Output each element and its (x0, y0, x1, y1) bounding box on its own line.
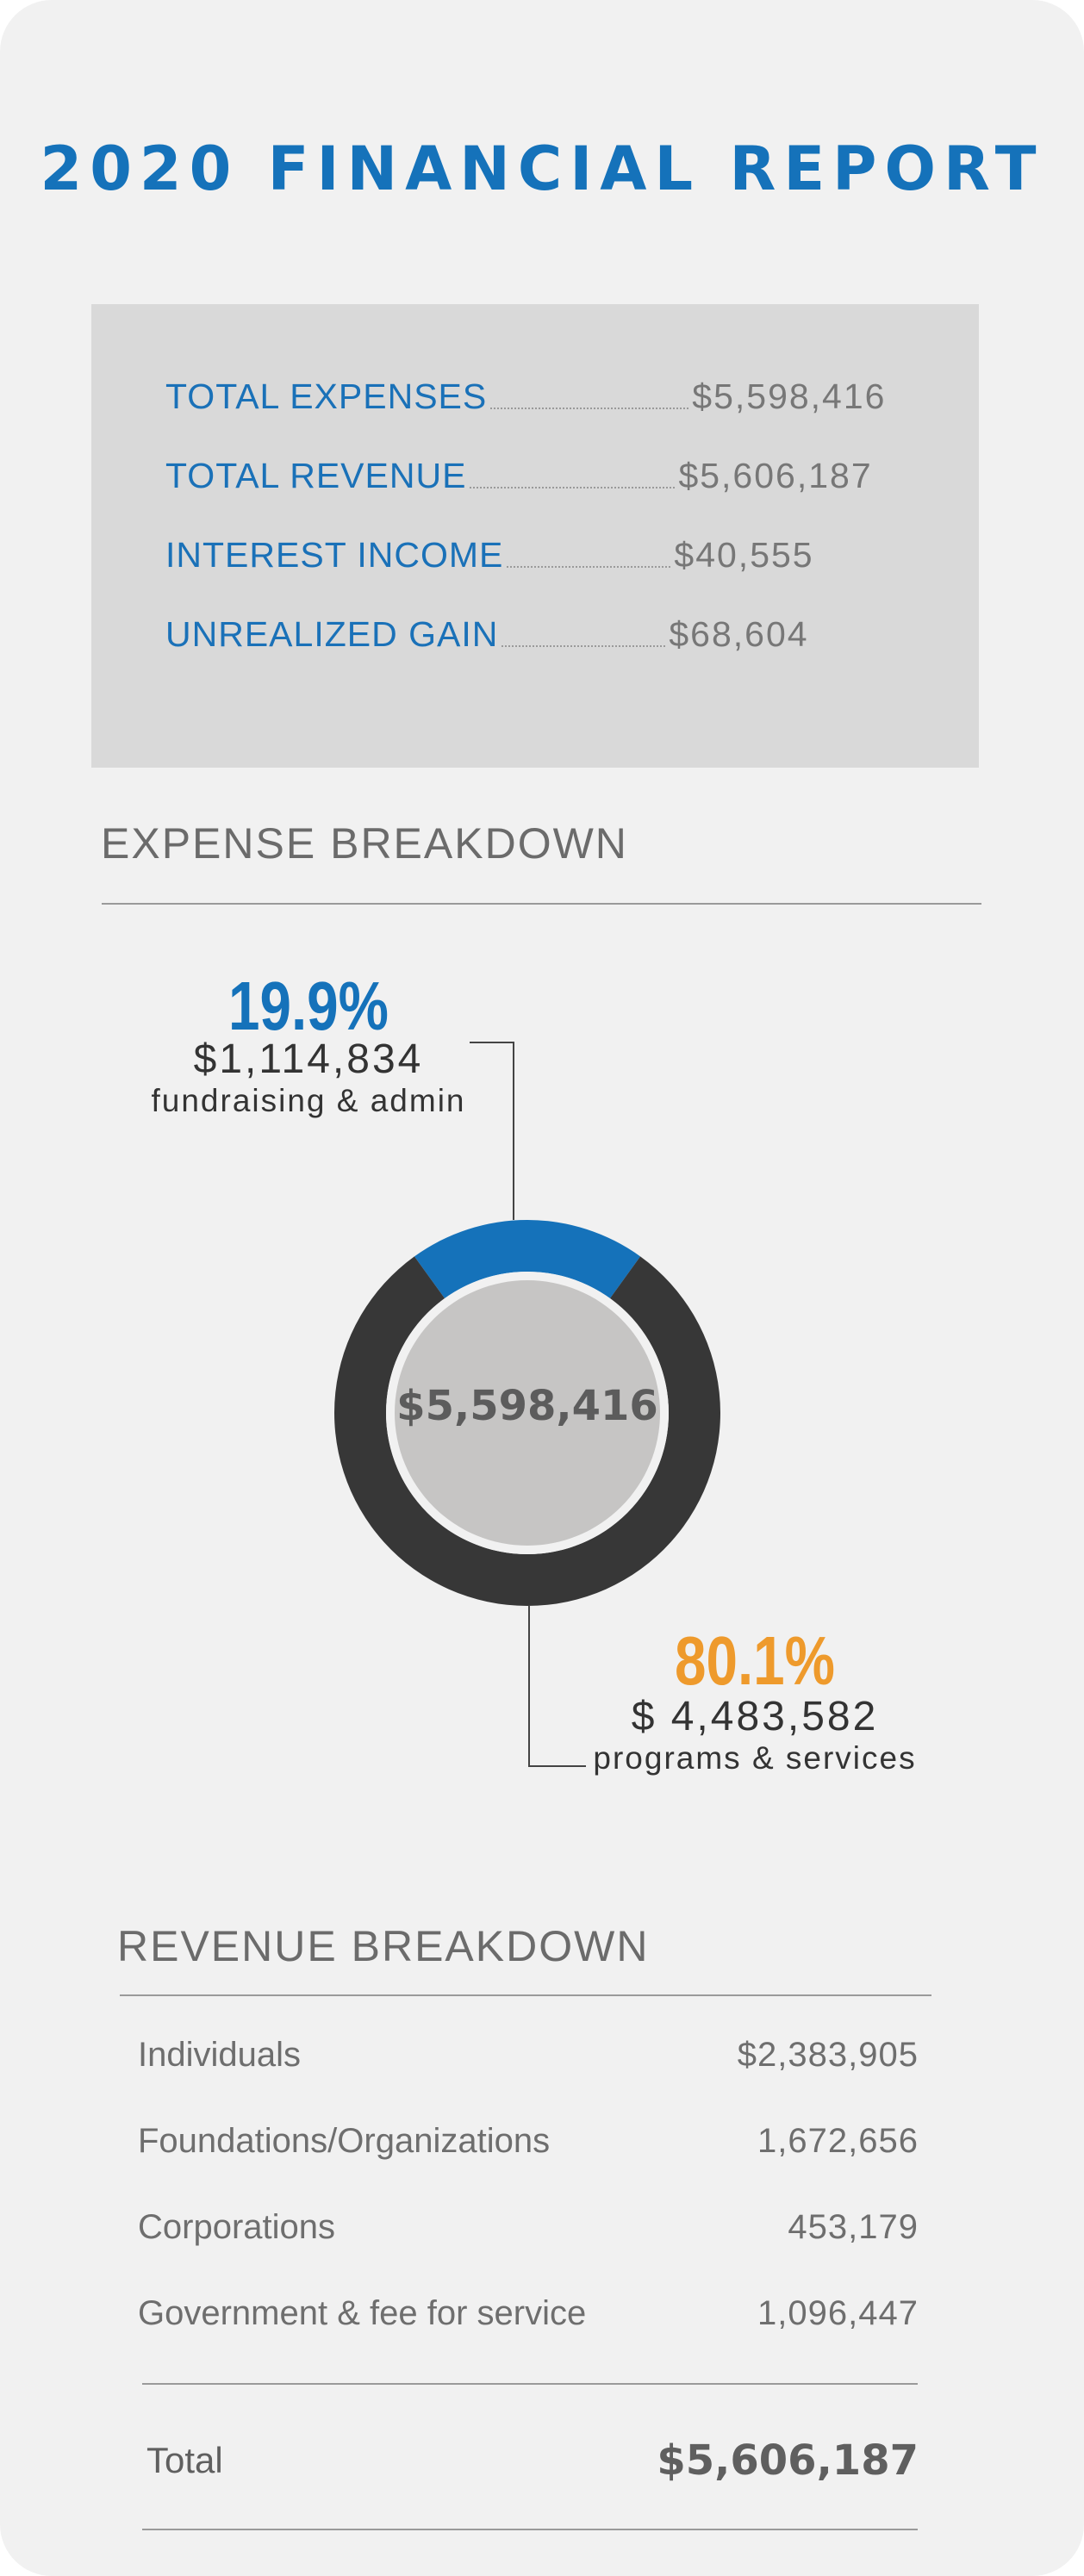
revenue-row: Foundations/Organizations 1,672,656 (138, 2122, 919, 2161)
revenue-breakdown-heading: REVENUE BREAKDOWN (117, 1922, 650, 1970)
category-label-programs: programs & services (593, 1740, 916, 1776)
revenue-row-label: Foundations/Organizations (138, 2122, 551, 2160)
leader-line-programs (528, 1606, 586, 1767)
slice-programs-services (334, 1256, 720, 1606)
revenue-divider-top (120, 1994, 931, 1996)
expense-divider (102, 903, 981, 905)
total-value: $5,606,187 (657, 2436, 919, 2485)
revenue-row-label: Individuals (138, 2036, 302, 2074)
amount-label-fundraising: $1,114,834 (194, 1036, 424, 1082)
amount-label-programs: $ 4,483,582 (632, 1694, 879, 1739)
page-title: 2020 FINANCIAL REPORT (40, 134, 1044, 204)
summary-row-unrealized-gain: UNREALIZED GAIN $68,604 (165, 603, 941, 655)
summary-value: $68,604 (669, 614, 809, 654)
leader-dots (490, 407, 689, 409)
summary-value: $5,598,416 (692, 376, 887, 416)
slice-fundraising-admin (414, 1220, 641, 1299)
category-label-fundraising: fundraising & admin (151, 1083, 465, 1118)
summary-row-total-expenses: TOTAL EXPENSES $5,598,416 (165, 365, 941, 417)
revenue-row-label: Government & fee for service (138, 2294, 587, 2332)
revenue-row: Government & fee for service 1,096,447 (138, 2294, 919, 2333)
summary-box: TOTAL EXPENSES $5,598,416 TOTAL REVENUE … (91, 304, 979, 768)
summary-row-interest-income: INTEREST INCOME $40,555 (165, 524, 941, 576)
revenue-row-label: Corporations (138, 2208, 336, 2246)
summary-row-total-revenue: TOTAL REVENUE $5,606,187 (165, 445, 941, 496)
revenue-divider-bottom (142, 2529, 918, 2530)
percent-label-programs: 80.1% (675, 1622, 835, 1700)
summary-value: $5,606,187 (678, 456, 873, 495)
leader-dots (507, 565, 671, 568)
leader-dots (502, 644, 666, 647)
revenue-row-value: 453,179 (788, 2208, 919, 2246)
revenue-row: Corporations 453,179 (138, 2208, 919, 2247)
summary-label: TOTAL EXPENSES (165, 376, 488, 416)
percent-label-fundraising: 19.9% (228, 968, 389, 1045)
revenue-row-value: $2,383,905 (737, 2036, 919, 2074)
summary-label: INTEREST INCOME (165, 535, 504, 575)
total-label: Total (146, 2440, 223, 2480)
summary-value: $40,555 (674, 535, 814, 575)
expense-donut-chart: $5,598,416 19.9% $1,114,834 fundraising … (151, 968, 916, 1776)
summary-label: TOTAL REVENUE (165, 456, 467, 495)
leader-dots (470, 486, 676, 488)
revenue-row-value: 1,096,447 (757, 2294, 919, 2332)
revenue-row: Individuals $2,383,905 (138, 2036, 919, 2075)
donut-center (395, 1280, 660, 1546)
revenue-divider-total (142, 2383, 918, 2385)
center-total-label: $5,598,416 (396, 1382, 658, 1430)
revenue-row-value: 1,672,656 (757, 2122, 919, 2160)
revenue-total-row: Total $5,606,187 (146, 2436, 919, 2485)
leader-line-fundraising (470, 1042, 514, 1220)
summary-label: UNREALIZED GAIN (165, 614, 499, 654)
expense-breakdown-heading: EXPENSE BREAKDOWN (101, 819, 628, 868)
